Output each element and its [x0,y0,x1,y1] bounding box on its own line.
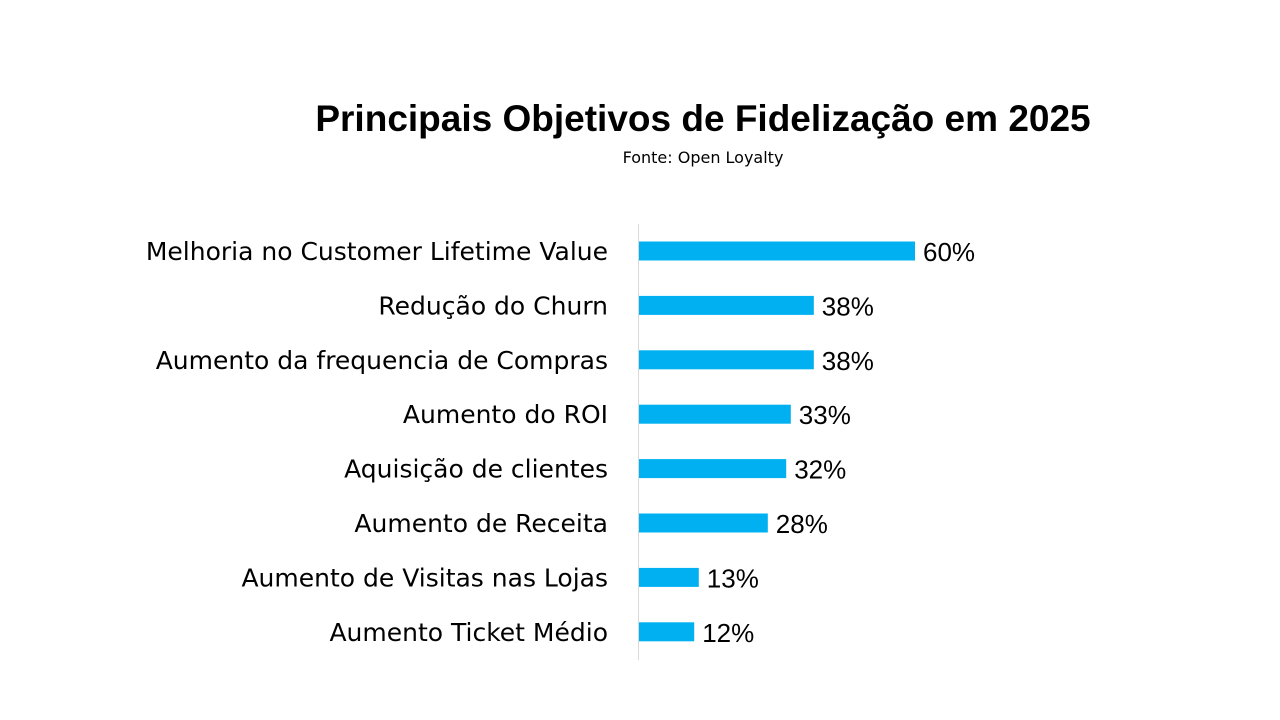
data-label: 28% [776,509,828,539]
data-label: 13% [707,563,759,593]
category-label: Aumento da frequencia de Compras [156,346,608,375]
category-label: Aumento Ticket Médio [329,618,608,647]
chart-title: Principais Objetivos de Fidelização em 2… [315,98,1090,139]
data-label: 32% [794,455,846,485]
data-label: 38% [822,346,874,376]
data-label: 12% [702,618,754,648]
category-label: Aumento de Visitas nas Lojas [241,563,608,592]
bar [639,459,787,479]
category-label: Aquisição de clientes [344,455,608,484]
category-label: Redução do Churn [378,291,608,320]
category-label: Aumento do ROI [403,400,608,429]
bar [639,567,699,587]
bar [639,350,814,370]
bar [639,295,814,315]
bar [639,404,791,424]
bar [639,513,768,533]
category-label: Aumento de Receita [354,509,608,538]
bar [639,622,695,642]
data-label: 38% [822,291,874,321]
data-label: 33% [799,400,851,430]
data-label: 60% [923,237,975,267]
category-label: Melhoria no Customer Lifetime Value [146,237,608,266]
chart-subtitle: Fonte: Open Loyalty [623,148,784,167]
bar [639,241,915,261]
